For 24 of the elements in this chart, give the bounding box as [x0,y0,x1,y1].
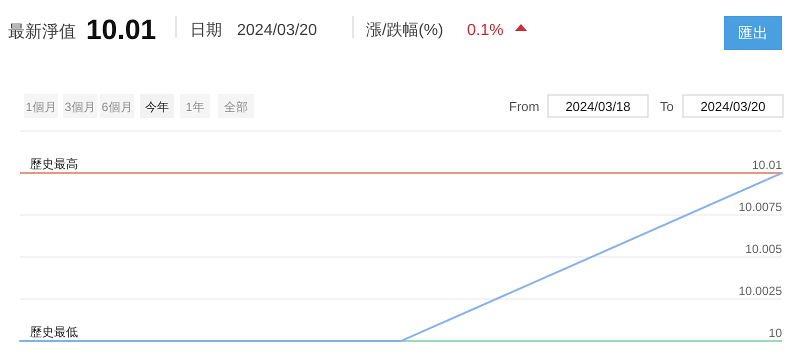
text: 10.01 [86,14,156,45]
text: 3個月 [64,100,96,114]
text: 最新淨值 [8,22,76,41]
text: 2024/03/18 [565,99,631,114]
y-tick-label: 10 [768,326,782,340]
text: To [660,99,674,114]
y-tick-label: 10.005 [745,242,782,256]
y-tick-label: 10.0075 [738,200,782,214]
y-tick-label: 10.01 [752,158,782,172]
text: 今年 [145,100,169,114]
text: 匯出 [738,25,768,42]
ref-line-label: 歷史最低 [30,325,78,339]
text: 0.1% [467,22,504,39]
text: From [509,99,540,114]
text: 2024/03/20 [700,99,766,114]
text: 6個月 [102,100,132,114]
text: 2024/03/20 [237,22,318,39]
y-tick-label: 10.0025 [738,284,782,298]
text: 1年 [186,100,204,114]
text: 漲/跌幅(%) [366,22,444,39]
text: 日期 [190,21,222,39]
ref-line-label: 歷史最高 [30,157,78,171]
text: 1個月 [26,100,56,114]
text: 全部 [224,100,248,114]
